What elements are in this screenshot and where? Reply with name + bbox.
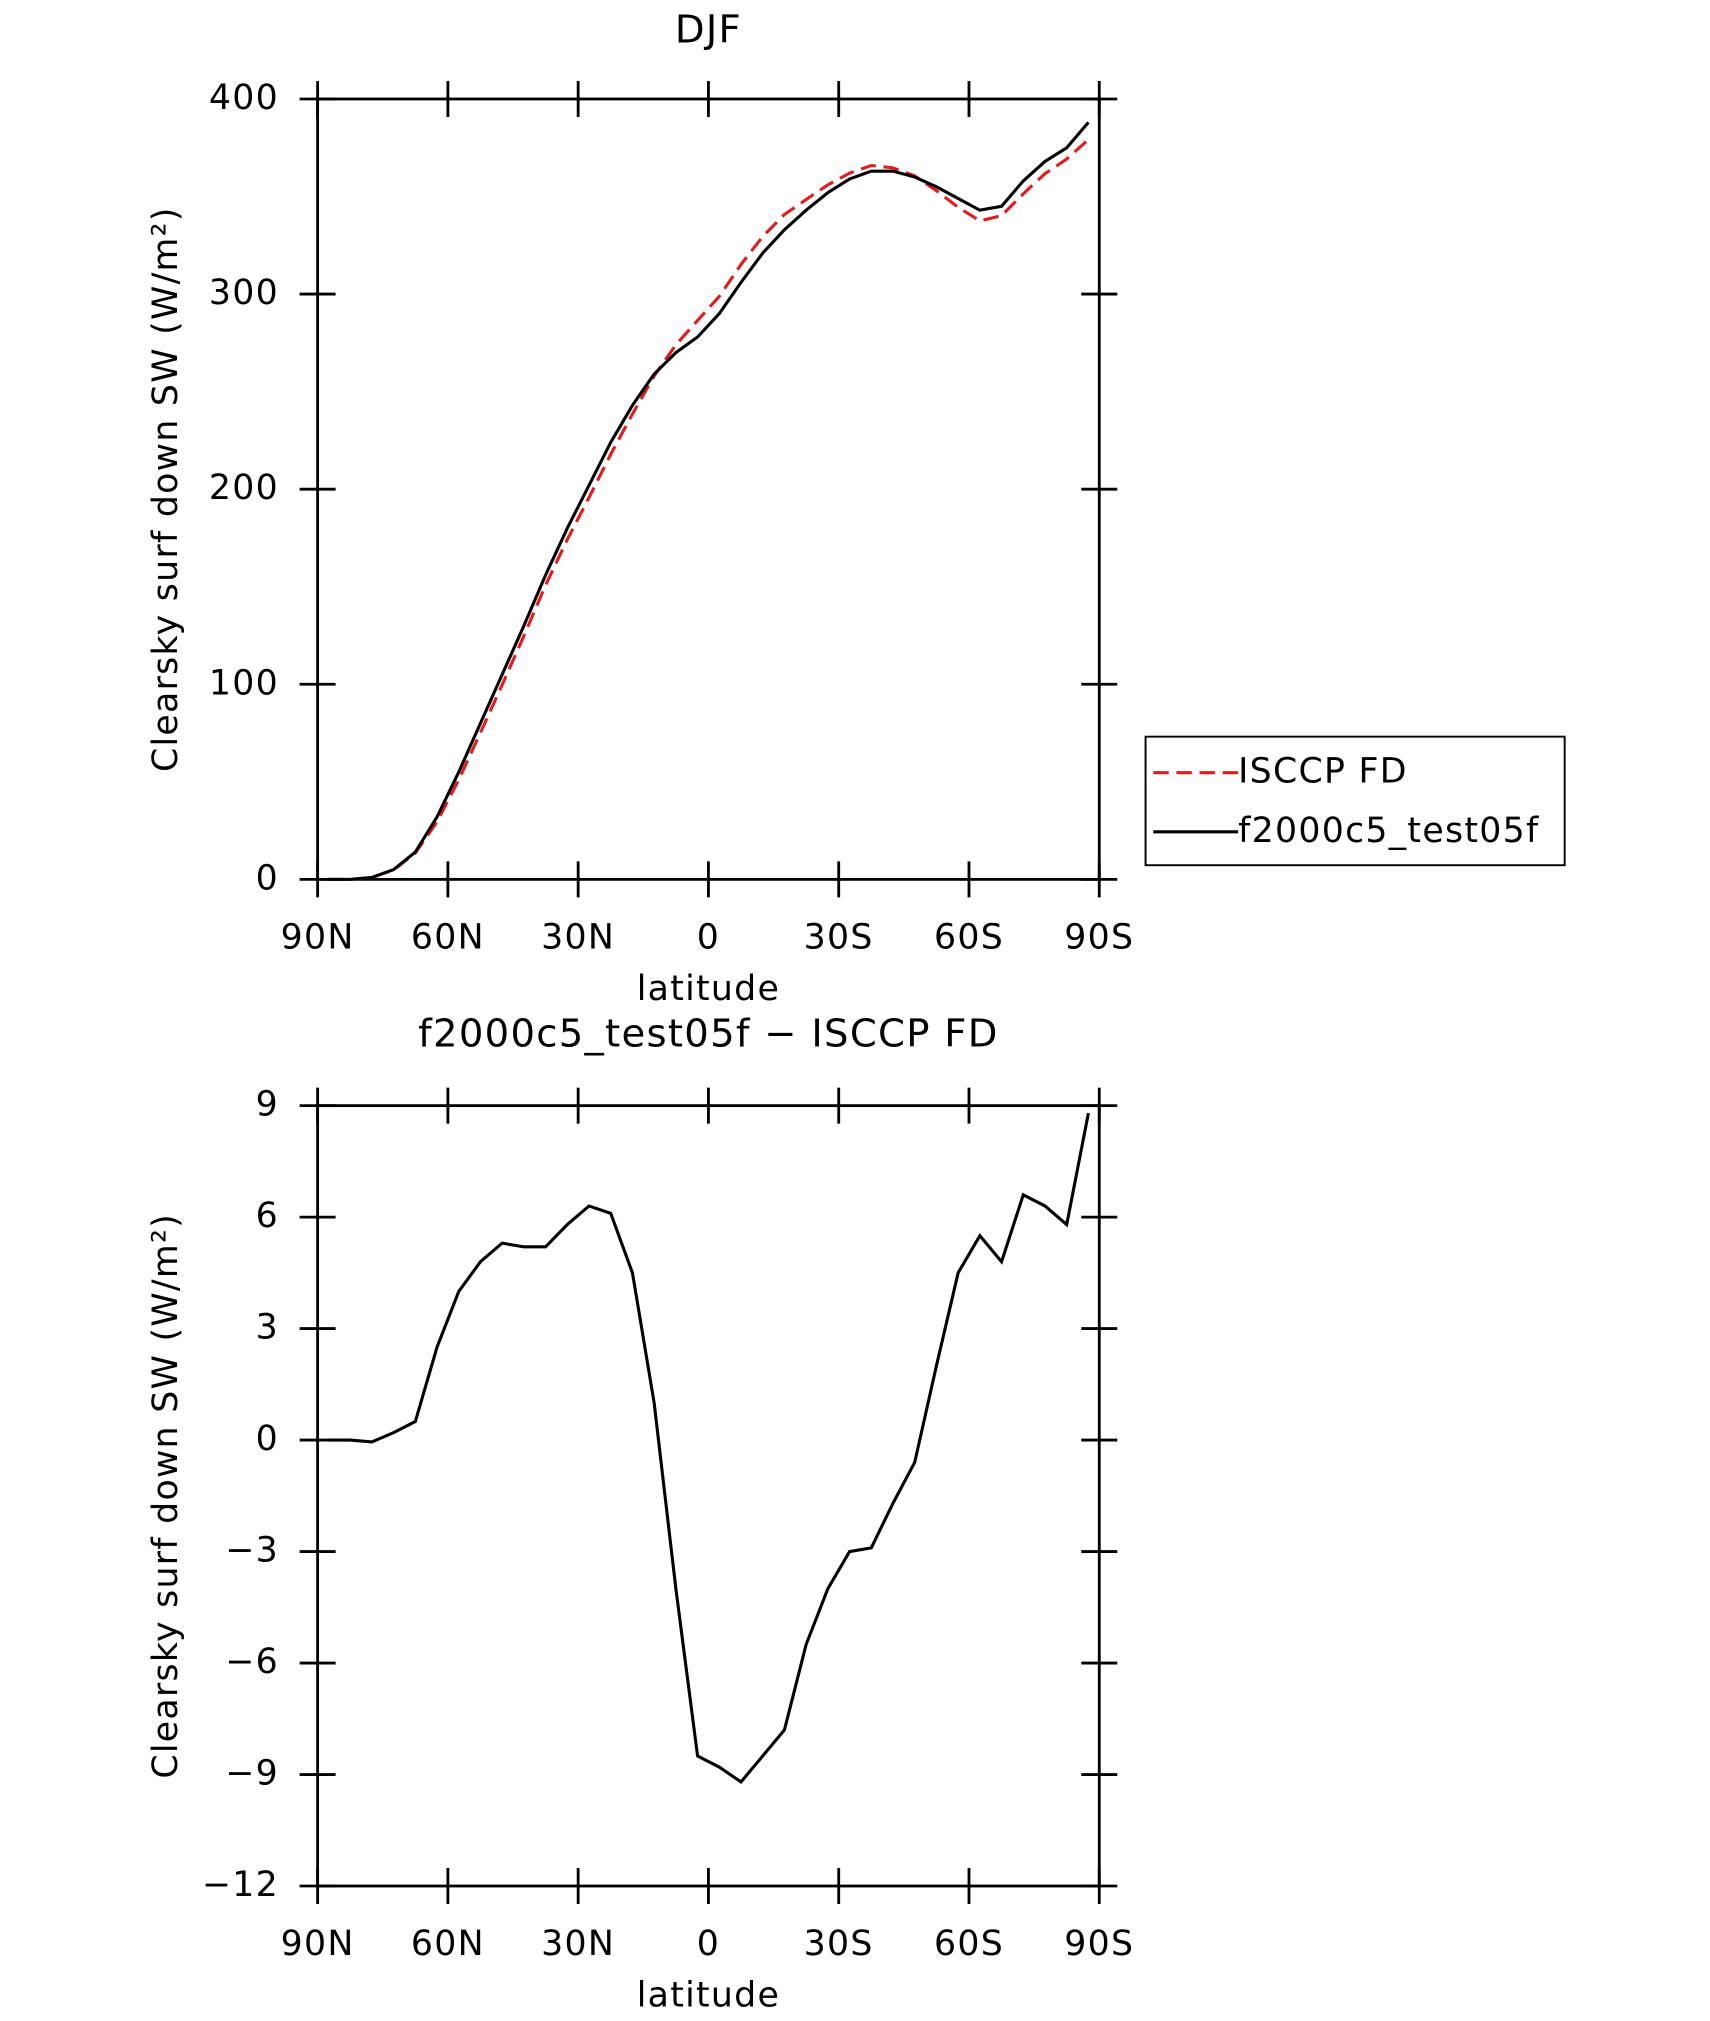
y-tick-label: 3	[256, 1308, 279, 1348]
y-tick-label: 100	[209, 663, 279, 703]
legend-label: ISCCP FD	[1238, 752, 1408, 792]
data-line	[328, 121, 1090, 881]
x-axis-label: latitude	[637, 969, 780, 1009]
y-axis-label: Clearsky surf down SW (W/m²)	[146, 1213, 186, 1779]
legend-box	[1144, 735, 1566, 867]
x-tick-label: 60N	[411, 1924, 485, 1964]
y-tick-label: 400	[209, 78, 279, 118]
x-tick-label: 0	[697, 1924, 720, 1964]
chart-title: f2000c5_test05f − ISCCP FD	[418, 1012, 999, 1057]
y-tick-label: 6	[256, 1196, 279, 1236]
x-tick-label: 60N	[411, 918, 485, 958]
y-tick-label: −12	[202, 1865, 279, 1905]
x-tick-label: 60S	[934, 1924, 1004, 1964]
x-tick-label: 0	[697, 918, 720, 958]
y-tick-label: 0	[256, 858, 279, 898]
y-tick-label: 300	[209, 273, 279, 313]
x-tick-label: 90S	[1064, 918, 1134, 958]
data-line	[328, 138, 1090, 881]
x-tick-label: 90N	[281, 918, 355, 958]
y-tick-label: 0	[256, 1419, 279, 1459]
plot-frame	[316, 97, 1101, 881]
x-tick-label: 30N	[541, 1924, 615, 1964]
data-line	[328, 1112, 1090, 1785]
x-tick-label: 30S	[804, 1924, 874, 1964]
y-tick-label: 9	[256, 1085, 279, 1125]
x-tick-label: 60S	[934, 918, 1004, 958]
legend-label: f2000c5_test05f	[1238, 811, 1539, 851]
y-tick-label: −9	[225, 1754, 279, 1794]
chart-title: DJF	[675, 8, 742, 53]
x-tick-label: 30S	[804, 918, 874, 958]
x-tick-label: 30N	[541, 918, 615, 958]
y-axis-label: Clearsky surf down SW (W/m²)	[146, 206, 186, 772]
x-tick-label: 90N	[281, 1924, 355, 1964]
x-tick-label: 90S	[1064, 1924, 1134, 1964]
y-tick-label: −3	[225, 1531, 279, 1571]
y-tick-label: −6	[225, 1642, 279, 1682]
x-axis-label: latitude	[637, 1976, 780, 2016]
y-tick-label: 200	[209, 468, 279, 508]
plot-frame	[316, 1104, 1101, 1888]
